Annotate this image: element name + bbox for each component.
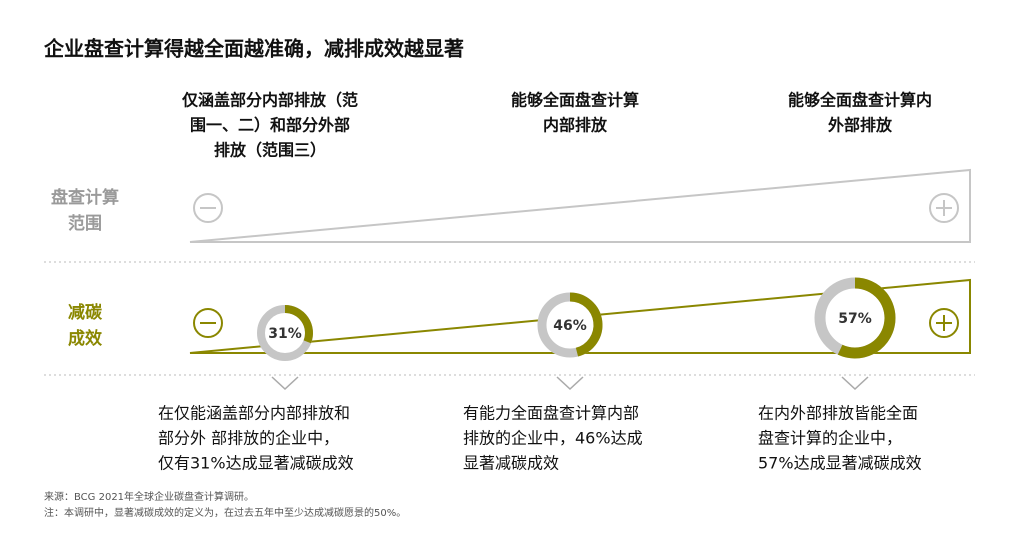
donut-label: 57% xyxy=(838,311,872,327)
chevron xyxy=(841,376,869,391)
row-label: 盘查计算 xyxy=(51,187,119,208)
column-header: 内部排放 xyxy=(543,116,608,135)
symbol-ring xyxy=(929,308,959,338)
donut-arc xyxy=(284,305,313,344)
description: 在仅能涵盖部分内部排放和 xyxy=(158,404,350,423)
column-header: 排放（范围三） xyxy=(214,141,326,160)
footnote: 来源：BCG 2021年全球企业碳盘查计算调研。 xyxy=(44,490,254,503)
description: 排放的企业中，46%达成 xyxy=(463,429,643,448)
chevron xyxy=(556,376,584,391)
symbol-ring xyxy=(193,308,223,338)
donut-label: 31% xyxy=(268,326,302,342)
description: 有能力全面盘查计算内部 xyxy=(463,404,639,423)
description: 在内外部排放皆能全面 xyxy=(758,404,918,423)
column-header: 能够全面盘查计算内 xyxy=(788,91,932,110)
footnote: 注：本调研中，显著减碳成效的定义为，在过去五年中至少达成减碳愿景的50%。 xyxy=(44,506,406,519)
description: 显著减碳成效 xyxy=(463,454,559,473)
title: 企业盘查计算得越全面越准确，减排成效越显著 xyxy=(43,37,464,61)
row-label: 范围 xyxy=(68,213,102,234)
row-label: 成效 xyxy=(68,328,102,349)
description: 盘查计算的企业中， xyxy=(758,429,902,448)
donut-label: 46% xyxy=(553,318,587,334)
column-header: 围一、二）和部分外部 xyxy=(190,116,350,135)
description: 57%达成显著减碳成效 xyxy=(758,454,922,473)
scope-wedge xyxy=(189,168,971,243)
column-header: 外部排放 xyxy=(827,116,893,135)
description: 仅有31%达成显著减碳成效 xyxy=(158,454,354,473)
description: 部分外 部排放的企业中， xyxy=(158,429,339,448)
symbol-ring xyxy=(193,193,223,223)
chevron xyxy=(271,376,299,391)
symbol-ring xyxy=(929,193,959,223)
donut-arc xyxy=(569,292,603,357)
donut-arc xyxy=(837,277,896,359)
column-header: 能够全面盘查计算 xyxy=(511,91,639,110)
column-header: 仅涵盖部分内部排放（范 xyxy=(181,91,358,110)
row-label: 减碳 xyxy=(68,302,103,323)
